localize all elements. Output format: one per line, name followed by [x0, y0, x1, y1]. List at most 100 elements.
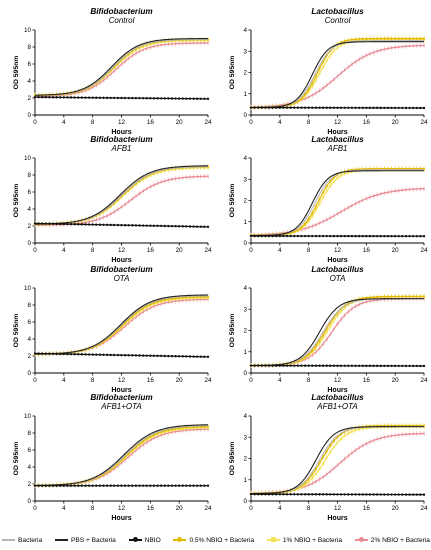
- y-tick-label: 0: [243, 370, 247, 377]
- x-tick-label: 0: [249, 247, 253, 254]
- x-tick-label: 24: [204, 505, 212, 512]
- legend-marker: [358, 537, 364, 542]
- series-nbio: [249, 493, 426, 496]
- x-tick-label: 12: [334, 377, 342, 384]
- x-tick-label: 12: [334, 505, 342, 512]
- y-tick-label: 6: [27, 61, 31, 68]
- legend-item-nbio: NBIO: [128, 536, 161, 544]
- y-tick-label: 1: [243, 219, 247, 226]
- chart-title: Bifidobacterium: [90, 265, 152, 274]
- x-tick-label: 20: [176, 119, 184, 126]
- legend-label: NBIO: [144, 536, 161, 544]
- y-tick-label: 2: [27, 223, 31, 230]
- y-axis-label: OD 595nm: [229, 184, 236, 218]
- x-tick-label: 0: [33, 505, 37, 512]
- chart-subtitle: Control: [325, 16, 351, 25]
- legend-label: PBS + Bacteria: [70, 536, 116, 544]
- x-tick-label: 16: [363, 119, 371, 126]
- x-tick-label: 4: [62, 505, 66, 512]
- series-line: [34, 222, 209, 228]
- chart-title: Bifidobacterium: [90, 393, 152, 402]
- x-axis-label: Hours: [327, 515, 347, 522]
- x-tick-label: 4: [278, 247, 282, 254]
- chart-subtitle: OTA: [114, 274, 130, 283]
- y-tick-label: 6: [27, 447, 31, 454]
- x-tick-label: 16: [363, 377, 371, 384]
- series-line: [250, 298, 424, 367]
- y-tick-label: 1: [243, 349, 247, 356]
- chart-title: Lactobacillus: [311, 7, 364, 16]
- y-tick-label: 0: [27, 498, 31, 505]
- chart-title: Lactobacillus: [311, 135, 364, 144]
- x-tick-label: 12: [118, 119, 126, 126]
- series-pbs: [34, 294, 209, 355]
- x-tick-label: 8: [91, 119, 95, 126]
- series-pbs: [250, 298, 424, 367]
- series-line: [34, 42, 209, 97]
- legend-marker: [132, 537, 138, 542]
- x-tick-label: 20: [392, 377, 400, 384]
- x-tick-label: 4: [278, 505, 282, 512]
- x-tick-label: 20: [392, 247, 400, 254]
- series-pbs: [250, 41, 424, 109]
- y-tick-label: 3: [243, 434, 247, 441]
- x-tick-label: 4: [62, 247, 66, 254]
- y-tick-label: 4: [243, 413, 247, 420]
- x-tick-label: 0: [249, 119, 253, 126]
- y-tick-label: 10: [24, 413, 32, 420]
- y-tick-label: 8: [27, 44, 31, 51]
- y-tick-label: 2: [243, 70, 247, 77]
- y-axis-label: OD 595nm: [13, 442, 20, 476]
- x-tick-label: 0: [249, 377, 253, 384]
- series-line: [34, 39, 209, 96]
- legend-marker: [177, 537, 183, 542]
- x-tick-label: 4: [278, 119, 282, 126]
- series-line: [34, 96, 209, 100]
- y-tick-label: 3: [243, 48, 247, 55]
- x-tick-label: 8: [91, 247, 95, 254]
- legend-swatch: [54, 539, 68, 541]
- x-axis-label: Hours: [111, 515, 131, 522]
- series-pbs: [34, 38, 209, 96]
- series-line: [250, 426, 424, 495]
- legend-swatch: [266, 537, 280, 542]
- y-tick-label: 0: [243, 498, 247, 505]
- series-line: [34, 294, 209, 355]
- y-tick-label: 0: [27, 370, 31, 377]
- x-tick-label: 24: [420, 247, 428, 254]
- x-tick-label: 16: [147, 505, 155, 512]
- x-tick-label: 12: [334, 119, 342, 126]
- series-line: [34, 38, 209, 96]
- y-tick-label: 8: [27, 172, 31, 179]
- x-tick-label: 12: [118, 377, 126, 384]
- series-bacteria: [34, 425, 209, 487]
- y-tick-label: 10: [24, 285, 32, 292]
- y-tick-label: 1: [243, 91, 247, 98]
- series-nbio: [33, 95, 210, 101]
- series-n1: [249, 167, 426, 239]
- y-tick-label: 4: [27, 464, 31, 471]
- series-n1: [33, 37, 210, 98]
- x-tick-label: 4: [278, 377, 282, 384]
- x-tick-label: 12: [118, 247, 126, 254]
- x-tick-label: 4: [62, 377, 66, 384]
- series-bacteria: [34, 38, 209, 96]
- y-axis-label: OD 595nm: [13, 314, 20, 348]
- x-tick-label: 16: [147, 377, 155, 384]
- series-n2: [249, 186, 426, 238]
- legend-label: 0.5% NBIO + Bacteria: [189, 536, 255, 544]
- legend-swatch: [2, 539, 15, 541]
- series-n05: [33, 423, 210, 489]
- y-axis-label: OD 595nm: [13, 184, 20, 218]
- legend-item-n2: 2% NBIO + Bacteria: [354, 537, 430, 544]
- series-nbio: [249, 364, 426, 368]
- x-tick-label: 16: [147, 119, 155, 126]
- series-n05: [33, 36, 210, 98]
- x-axis-label: Hours: [111, 257, 131, 264]
- x-tick-label: 8: [91, 505, 95, 512]
